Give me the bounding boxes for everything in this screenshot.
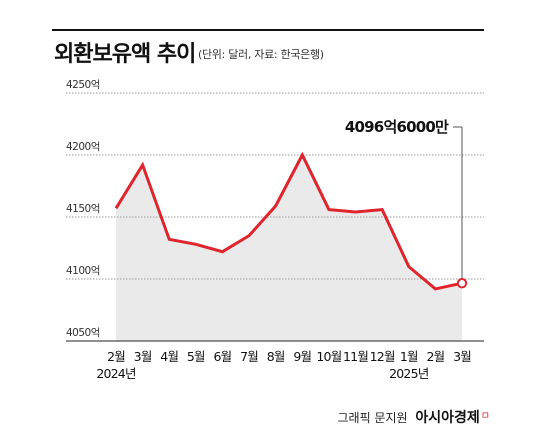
x-tick-label: 6월: [214, 349, 232, 364]
credit-text: 그래픽 문지원: [337, 411, 408, 425]
x-tick-label: 3월: [134, 349, 152, 364]
annotation-label: 4096억6000만: [345, 118, 449, 136]
x-tick-label: 1월: [400, 349, 418, 364]
x-tick-label: 10월: [316, 349, 341, 364]
x-tick-label: 3월: [453, 349, 471, 364]
y-tick-label: 4150억: [66, 203, 100, 215]
series-line: [114, 151, 463, 291]
x-tick-label: 2월: [107, 349, 125, 364]
y-tick-label: 4200억: [66, 141, 100, 153]
credit-line: 그래픽 문지원 아시아경제ㅁ: [338, 407, 491, 427]
top-rule: [52, 29, 484, 31]
year-label: 2024년: [96, 366, 136, 381]
x-tick-label: 7월: [240, 349, 258, 364]
x-tick-label: 12월: [370, 349, 395, 364]
x-tick-label: 8월: [267, 349, 285, 364]
x-tick-label: 5월: [187, 349, 205, 364]
year-label: 2025년: [389, 366, 429, 381]
chart-subtitle: (단위: 달러, 자료: 한국은행): [198, 48, 324, 61]
x-tick-label: 9월: [293, 349, 311, 364]
chart-title: 외환보유액 추이: [54, 42, 196, 67]
area-fill: [116, 155, 462, 341]
x-tick-label: 2월: [426, 349, 444, 364]
y-tick-label: 4250억: [66, 79, 100, 91]
last-point-marker: [456, 278, 468, 289]
x-tick-label: 11월: [343, 349, 368, 364]
brand-mark: ㅁ: [480, 411, 490, 422]
y-tick-label: 4100억: [66, 265, 100, 277]
x-tick-label: 4월: [160, 349, 178, 364]
brand-logo-text: 아시아경제: [415, 410, 480, 426]
y-tick-label: 4050억: [66, 327, 100, 339]
